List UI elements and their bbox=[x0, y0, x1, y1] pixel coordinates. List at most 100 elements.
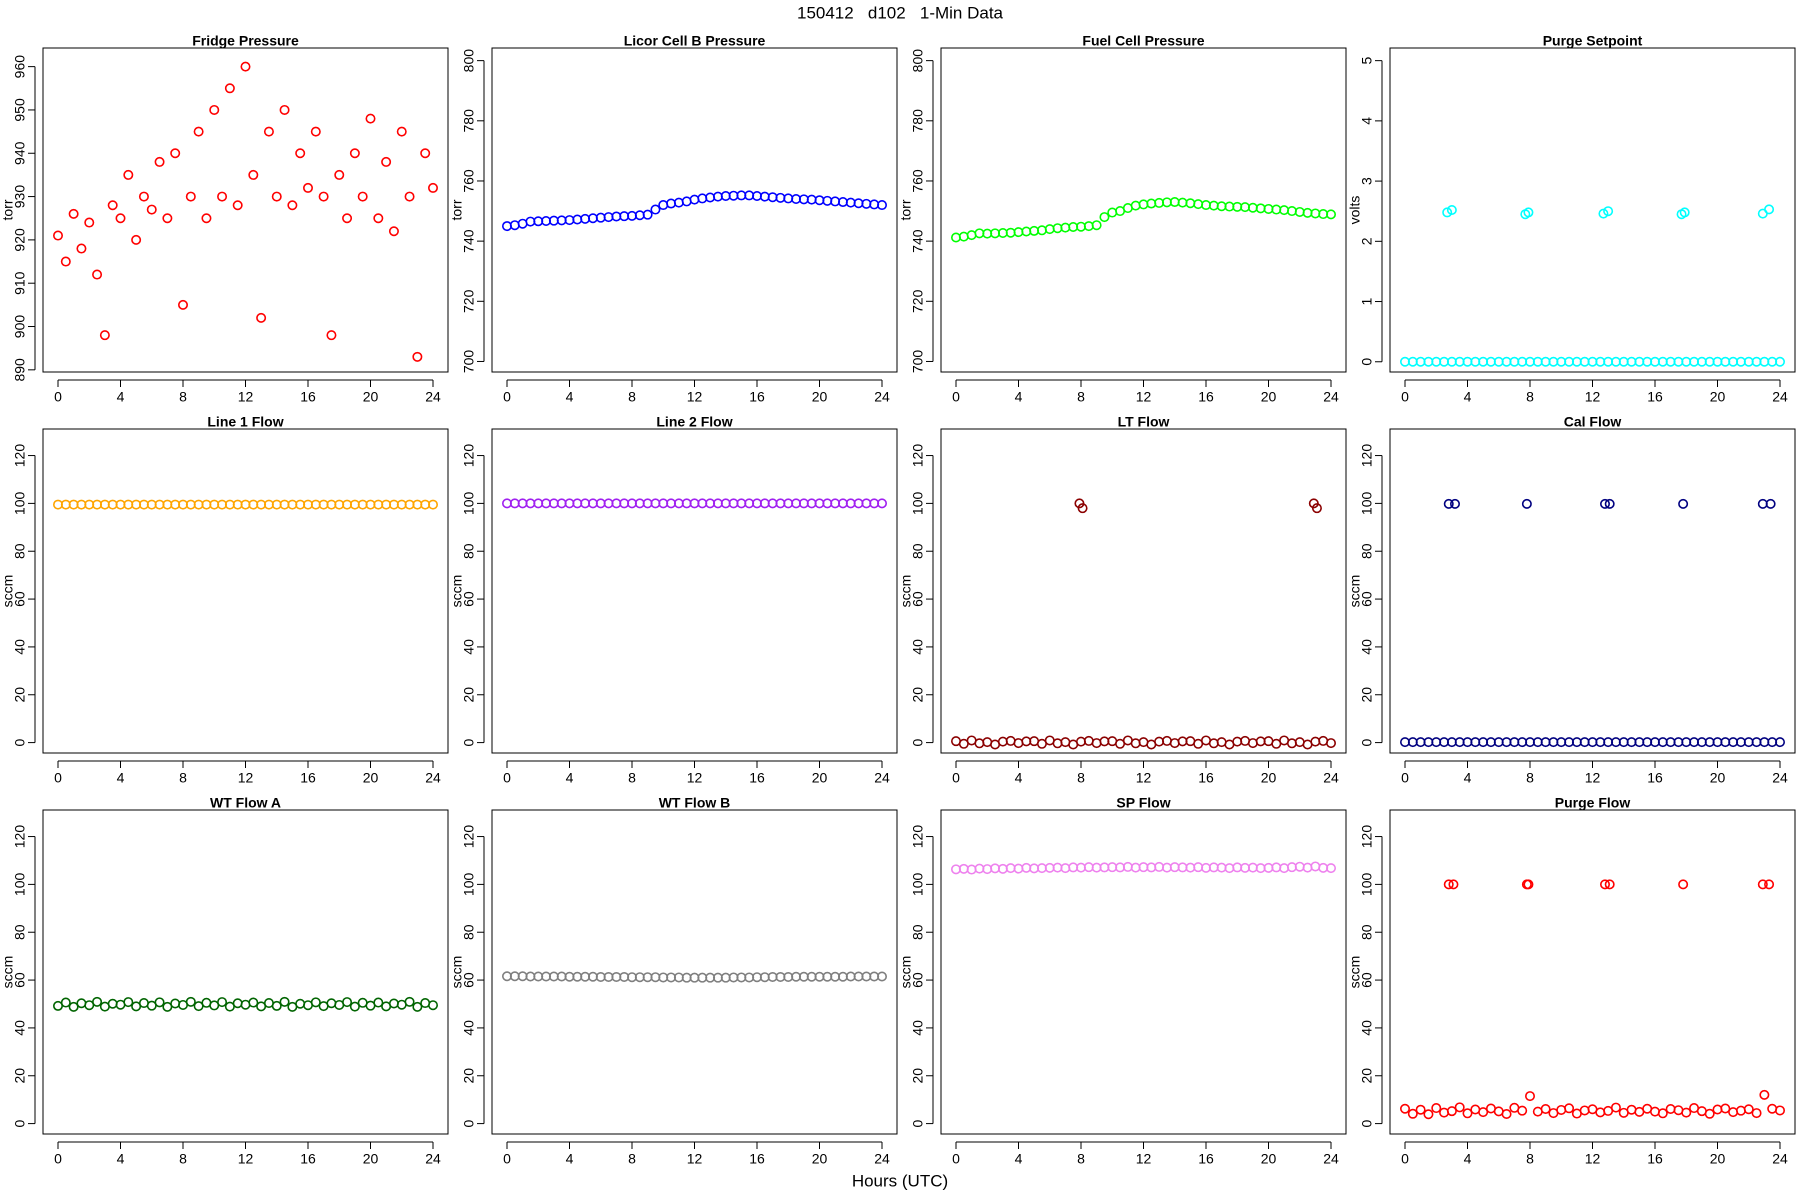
x-tick-label: 16 bbox=[1647, 1151, 1663, 1167]
x-tick-label: 20 bbox=[363, 1151, 379, 1167]
x-tick-label: 4 bbox=[1464, 1151, 1472, 1167]
plot-frame bbox=[491, 809, 898, 1135]
data-point bbox=[1765, 498, 1776, 509]
data-point bbox=[271, 1000, 282, 1011]
data-point bbox=[248, 997, 259, 1008]
data-point bbox=[1604, 498, 1615, 509]
x-tick-label: 24 bbox=[874, 1151, 890, 1167]
y-tick-label: 950 bbox=[12, 98, 28, 122]
data-point bbox=[115, 213, 126, 224]
y-tick-label: 20 bbox=[910, 687, 926, 703]
data-point bbox=[232, 998, 243, 1009]
plot-frame bbox=[940, 809, 1347, 1135]
data-point bbox=[1052, 738, 1063, 749]
plot-frame bbox=[42, 428, 449, 754]
y-tick-label: 40 bbox=[910, 1020, 926, 1036]
data-point bbox=[232, 200, 243, 211]
panel-title: Fridge Pressure bbox=[192, 33, 299, 49]
x-tick-label: 20 bbox=[1261, 389, 1277, 405]
x-tick-label: 16 bbox=[300, 389, 316, 405]
y-tick-label: 0 bbox=[461, 1119, 477, 1127]
y-tick-label: 100 bbox=[1359, 491, 1375, 515]
data-point bbox=[1678, 498, 1689, 509]
x-tick-label: 16 bbox=[1647, 389, 1663, 405]
data-point bbox=[1681, 1107, 1692, 1118]
y-tick-label: 100 bbox=[461, 491, 477, 515]
data-point bbox=[138, 191, 149, 202]
data-point bbox=[1326, 738, 1337, 749]
data-point bbox=[1247, 738, 1258, 749]
y-tick-label: 100 bbox=[1359, 872, 1375, 896]
y-axis-label: sccm bbox=[0, 956, 16, 989]
x-tick-label: 12 bbox=[687, 770, 703, 786]
y-axis-label: sccm bbox=[898, 956, 914, 989]
x-axis-label: Hours (UTC) bbox=[852, 1171, 948, 1190]
data-point bbox=[1462, 1108, 1473, 1119]
x-tick-label: 24 bbox=[1772, 389, 1788, 405]
y-tick-label: 60 bbox=[12, 972, 28, 988]
data-point bbox=[279, 104, 290, 115]
x-tick-label: 20 bbox=[363, 770, 379, 786]
data-point bbox=[1595, 1107, 1606, 1118]
data-point bbox=[1650, 1106, 1661, 1117]
y-tick-label: 120 bbox=[1359, 825, 1375, 849]
data-point bbox=[1454, 1102, 1465, 1113]
data-point bbox=[217, 997, 228, 1008]
y-tick-label: 20 bbox=[12, 1068, 28, 1084]
y-tick-label: 4 bbox=[1359, 117, 1375, 125]
data-point bbox=[642, 209, 653, 220]
data-point bbox=[224, 83, 235, 94]
x-tick-label: 24 bbox=[425, 1151, 441, 1167]
y-tick-label: 80 bbox=[461, 924, 477, 940]
y-axis-label: sccm bbox=[898, 575, 914, 608]
data-point bbox=[1600, 498, 1611, 509]
y-tick-label: 0 bbox=[1359, 358, 1375, 366]
y-tick-label: 0 bbox=[910, 738, 926, 746]
data-point bbox=[131, 234, 142, 245]
x-tick-label: 4 bbox=[117, 389, 125, 405]
x-tick-label: 24 bbox=[874, 389, 890, 405]
x-tick-label: 8 bbox=[1526, 770, 1534, 786]
data-point bbox=[357, 191, 368, 202]
y-tick-label: 40 bbox=[461, 639, 477, 655]
data-point bbox=[1326, 209, 1337, 220]
data-point bbox=[349, 148, 360, 159]
data-point bbox=[256, 312, 267, 323]
data-point bbox=[84, 217, 95, 228]
plot-frame bbox=[940, 47, 1347, 373]
data-point bbox=[1600, 879, 1611, 890]
plot-frame bbox=[1389, 809, 1796, 1135]
data-point bbox=[310, 997, 321, 1008]
data-point bbox=[404, 191, 415, 202]
x-tick-label: 16 bbox=[300, 770, 316, 786]
x-tick-label: 24 bbox=[1323, 389, 1339, 405]
x-tick-label: 0 bbox=[1401, 770, 1409, 786]
y-tick-label: 20 bbox=[910, 1068, 926, 1084]
x-tick-label: 20 bbox=[812, 1151, 828, 1167]
y-tick-label: 60 bbox=[1359, 591, 1375, 607]
x-tick-label: 16 bbox=[749, 1151, 765, 1167]
x-tick-label: 24 bbox=[425, 770, 441, 786]
x-tick-label: 0 bbox=[503, 1151, 511, 1167]
y-tick-label: 80 bbox=[12, 543, 28, 559]
data-point bbox=[287, 200, 298, 211]
data-point bbox=[271, 191, 282, 202]
x-tick-label: 24 bbox=[1323, 770, 1339, 786]
y-tick-label: 100 bbox=[910, 491, 926, 515]
x-tick-label: 12 bbox=[1585, 770, 1601, 786]
plot-frame bbox=[940, 428, 1347, 754]
y-tick-label: 40 bbox=[1359, 639, 1375, 655]
panel-title: Purge Setpoint bbox=[1543, 33, 1643, 49]
data-point bbox=[92, 996, 103, 1007]
data-point bbox=[1743, 1104, 1754, 1115]
y-tick-label: 720 bbox=[461, 289, 477, 313]
data-point bbox=[170, 998, 181, 1009]
data-point bbox=[412, 1001, 423, 1012]
y-tick-label: 700 bbox=[910, 350, 926, 374]
data-point bbox=[876, 200, 887, 211]
panel-title: LT Flow bbox=[1118, 414, 1170, 430]
data-point bbox=[1775, 737, 1786, 748]
y-tick-label: 60 bbox=[12, 591, 28, 607]
data-point bbox=[193, 126, 204, 137]
